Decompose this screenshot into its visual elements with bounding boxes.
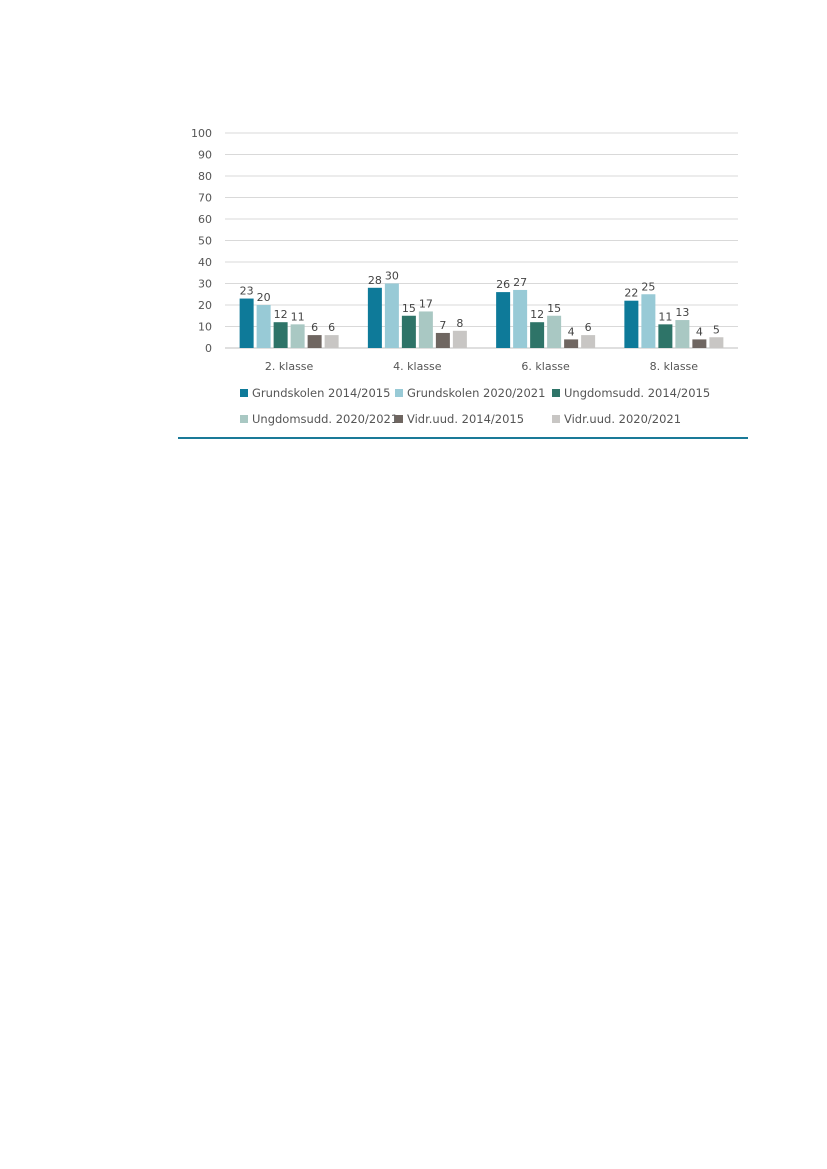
bar (709, 337, 724, 348)
bar (239, 298, 254, 348)
data-label: 12 (530, 308, 544, 321)
y-tick-label: 60 (198, 213, 212, 226)
chart-container: 0 10 20 30 40 50 60 70 80 90 100 23 20 12 11 6 6 28 30 15 1… (178, 120, 748, 440)
data-label: 28 (368, 274, 382, 287)
bar (452, 330, 467, 348)
y-tick-label: 90 (198, 149, 212, 162)
bar (564, 339, 579, 348)
bar (256, 305, 271, 348)
data-label: 15 (547, 302, 561, 315)
bar (658, 324, 673, 348)
data-label: 22 (624, 287, 638, 300)
y-tick-label: 40 (198, 256, 212, 269)
bar (496, 292, 511, 348)
legend-item: Vidr.uud. 2014/2015 (395, 412, 524, 426)
data-label: 13 (675, 306, 689, 319)
data-label: 11 (658, 310, 672, 323)
x-tick-label: 2. klasse (265, 360, 314, 373)
bar (530, 322, 545, 348)
legend-item: Ungdomsudd. 2014/2015 (552, 386, 710, 400)
data-label: 23 (240, 285, 254, 298)
y-tick-label: 10 (198, 321, 212, 334)
data-label: 27 (513, 276, 527, 289)
data-label: 11 (291, 310, 305, 323)
data-label: 4 (696, 325, 703, 338)
bar (290, 324, 305, 348)
legend-item: Grundskolen 2020/2021 (395, 386, 545, 400)
bar (324, 335, 339, 348)
x-axis-ticks: 2. klasse 4. klasse 6. klasse 8. klasse (265, 360, 698, 373)
data-label: 12 (274, 308, 288, 321)
legend-label: Grundskolen 2020/2021 (407, 386, 546, 400)
bar (273, 322, 288, 348)
bar (367, 287, 382, 348)
data-label: 20 (257, 291, 271, 304)
y-tick-label: 0 (205, 342, 212, 355)
bar (581, 335, 596, 348)
data-label: 15 (402, 302, 416, 315)
bar (692, 339, 707, 348)
data-label: 4 (568, 325, 575, 338)
bar (384, 283, 399, 348)
legend-swatch (395, 389, 403, 397)
legend-item: Ungdomsudd. 2020/2021 (240, 412, 398, 426)
y-tick-label: 50 (198, 235, 212, 248)
y-tick-label: 70 (198, 192, 212, 205)
data-label: 26 (496, 278, 510, 291)
bars (239, 283, 724, 348)
data-label: 17 (419, 297, 433, 310)
bar (675, 320, 690, 348)
legend-label: Ungdomsudd. 2020/2021 (252, 412, 399, 426)
legend-label: Vidr.uud. 2020/2021 (564, 412, 682, 426)
x-tick-label: 8. klasse (650, 360, 699, 373)
data-label: 25 (641, 280, 655, 293)
data-label: 6 (585, 321, 592, 334)
bar (435, 332, 450, 348)
y-tick-label: 100 (191, 127, 212, 140)
legend-label: Vidr.uud. 2014/2015 (407, 412, 525, 426)
bar (547, 315, 562, 348)
legend-swatch (240, 389, 248, 397)
legend-label: Grundskolen 2014/2015 (252, 386, 391, 400)
bar (307, 335, 322, 348)
legend-item: Grundskolen 2014/2015 (240, 386, 390, 400)
y-axis-ticks: 0 10 20 30 40 50 60 70 80 90 100 (191, 127, 212, 355)
bottom-rule (178, 437, 748, 439)
data-label: 8 (456, 317, 463, 330)
y-tick-label: 20 (198, 299, 212, 312)
bar (641, 294, 656, 348)
bar (624, 300, 639, 348)
y-tick-label: 30 (198, 278, 212, 291)
legend-swatch (552, 415, 560, 423)
data-label: 5 (713, 323, 720, 336)
legend-swatch (395, 415, 403, 423)
bar (401, 315, 416, 348)
legend-swatch (240, 415, 248, 423)
grid-lines (225, 132, 738, 349)
bar (513, 289, 528, 348)
data-label: 30 (385, 270, 399, 283)
legend-label: Ungdomsudd. 2014/2015 (564, 386, 711, 400)
bar (418, 311, 433, 348)
data-label: 6 (328, 321, 335, 334)
data-label: 7 (439, 319, 446, 332)
legend-item: Vidr.uud. 2020/2021 (552, 412, 681, 426)
data-label: 6 (311, 321, 318, 334)
x-tick-label: 4. klasse (393, 360, 442, 373)
legend-swatch (552, 389, 560, 397)
y-tick-label: 80 (198, 170, 212, 183)
x-tick-label: 6. klasse (521, 360, 570, 373)
